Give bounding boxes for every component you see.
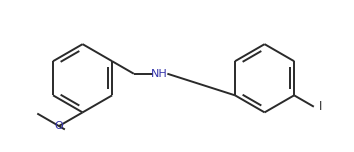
Text: I: I [318,100,322,113]
Text: NH: NH [150,69,167,79]
Text: O: O [55,121,63,131]
